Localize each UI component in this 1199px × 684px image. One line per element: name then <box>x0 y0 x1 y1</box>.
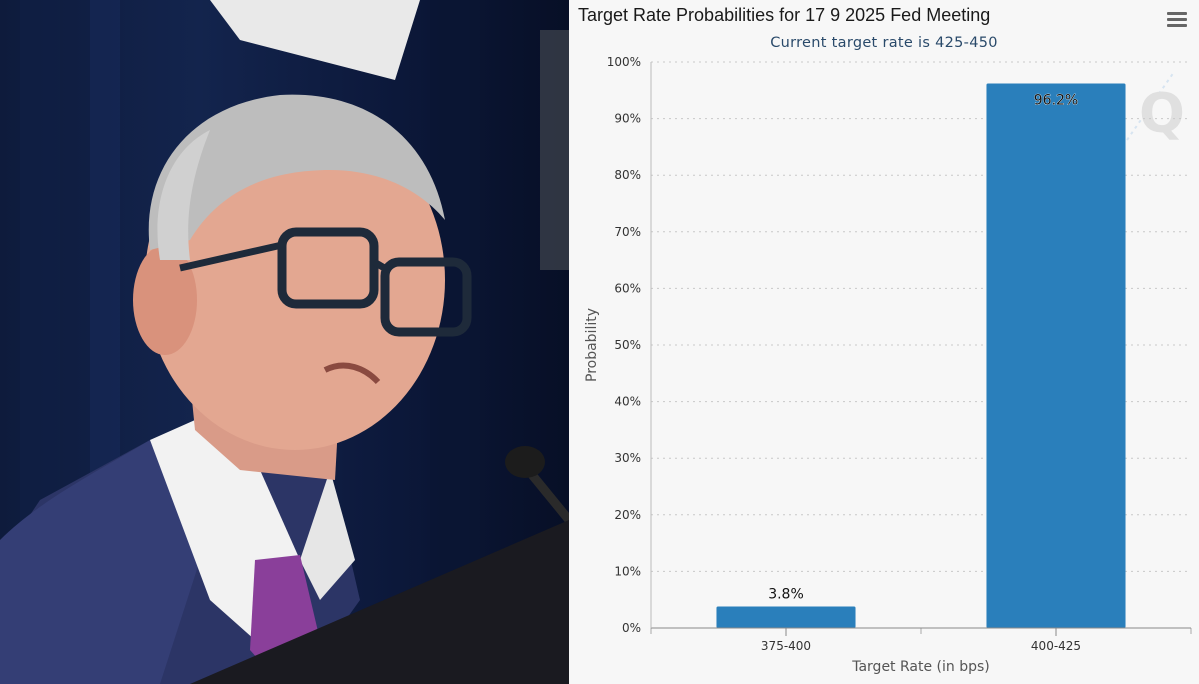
x-axis-title: Target Rate (in bps) <box>851 659 990 675</box>
y-tick-label: 10% <box>614 564 641 578</box>
y-tick-label: 30% <box>614 451 641 465</box>
y-tick-label: 80% <box>614 168 641 182</box>
y-axis-ticks: 0% 10% 20% 30% 40% 50% 60% 70% 80% 90% 100% <box>607 55 641 635</box>
y-tick-label: 100% <box>607 55 641 69</box>
y-tick-label: 20% <box>614 508 641 522</box>
bars <box>716 83 1126 629</box>
speaker-photo <box>0 0 569 684</box>
y-tick-label: 90% <box>614 112 641 126</box>
bar-400-425 <box>986 83 1126 629</box>
bar-chart: Q 0% 10% 20% 30% 40% 50% 60% 70% 80% 90% 100% 3.8%… <box>584 55 1192 675</box>
x-axis-ticks: 375-400 400-425 <box>650 628 1192 653</box>
y-tick-label: 40% <box>614 395 641 409</box>
x-tick-label: 400-425 <box>1031 639 1081 653</box>
data-label-400-425: 96.2% <box>1034 93 1078 109</box>
speaker-photo-illustration <box>0 0 569 684</box>
data-label-375-400: 3.8% <box>768 586 804 602</box>
data-labels: 3.8% 96.2% <box>768 92 1078 602</box>
x-tick-label: 375-400 <box>761 639 811 653</box>
bar-375-400 <box>716 606 856 628</box>
y-tick-label: 0% <box>622 621 641 635</box>
chart-title: Target Rate Probabilities for 17 9 2025 … <box>578 5 991 25</box>
watermark-logo: Q <box>1126 71 1185 145</box>
chart-subtitle: Current target rate is 425-450 <box>770 35 998 51</box>
watermark-letter: Q <box>1139 82 1185 145</box>
y-tick-label: 50% <box>614 338 641 352</box>
y-axis-title: Probability <box>584 308 600 382</box>
y-tick-label: 70% <box>614 225 641 239</box>
hamburger-menu-icon[interactable] <box>1167 11 1187 29</box>
chart-panel: Target Rate Probabilities for 17 9 2025 … <box>569 0 1199 684</box>
y-tick-label: 60% <box>614 281 641 295</box>
